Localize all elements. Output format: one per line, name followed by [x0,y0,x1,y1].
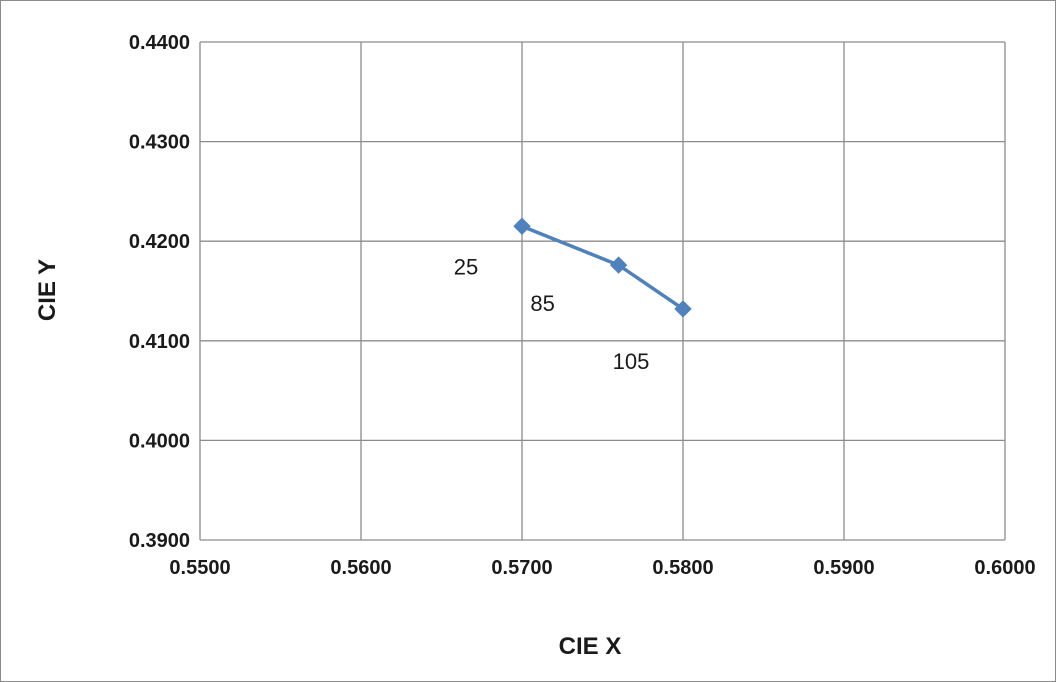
data-label: 25 [454,254,478,279]
x-tick-label: 0.5700 [491,557,552,579]
y-tick-label: 0.4200 [129,231,190,253]
point-labels: 25 85 105 [454,254,650,374]
data-label: 105 [613,349,650,374]
x-tick-label: 0.5500 [169,557,230,579]
x-tick-label: 0.6000 [974,557,1035,579]
data-point [513,217,531,235]
series-layer [513,217,692,318]
y-axis-title: CIE Y [34,259,61,321]
y-tick-label: 0.4300 [129,132,190,154]
x-tick-labels: 0.5500 0.5600 0.5700 0.5800 0.5900 0.6000 [169,557,1035,579]
y-tick-label: 0.3900 [129,530,190,552]
x-tick-label: 0.5800 [652,557,713,579]
y-tick-labels: 0.3900 0.4000 0.4100 0.4200 0.4300 0.4400 [129,32,190,552]
x-tick-label: 0.5600 [330,557,391,579]
data-point [674,300,692,318]
data-label: 85 [530,291,554,316]
data-point [609,256,628,274]
x-axis-title: CIE X [559,633,622,660]
gridlines [199,41,1006,541]
y-tick-label: 0.4000 [129,430,190,452]
y-tick-label: 0.4100 [129,331,190,353]
x-tick-label: 0.5900 [813,557,874,579]
y-tick-label: 0.4400 [129,32,190,54]
